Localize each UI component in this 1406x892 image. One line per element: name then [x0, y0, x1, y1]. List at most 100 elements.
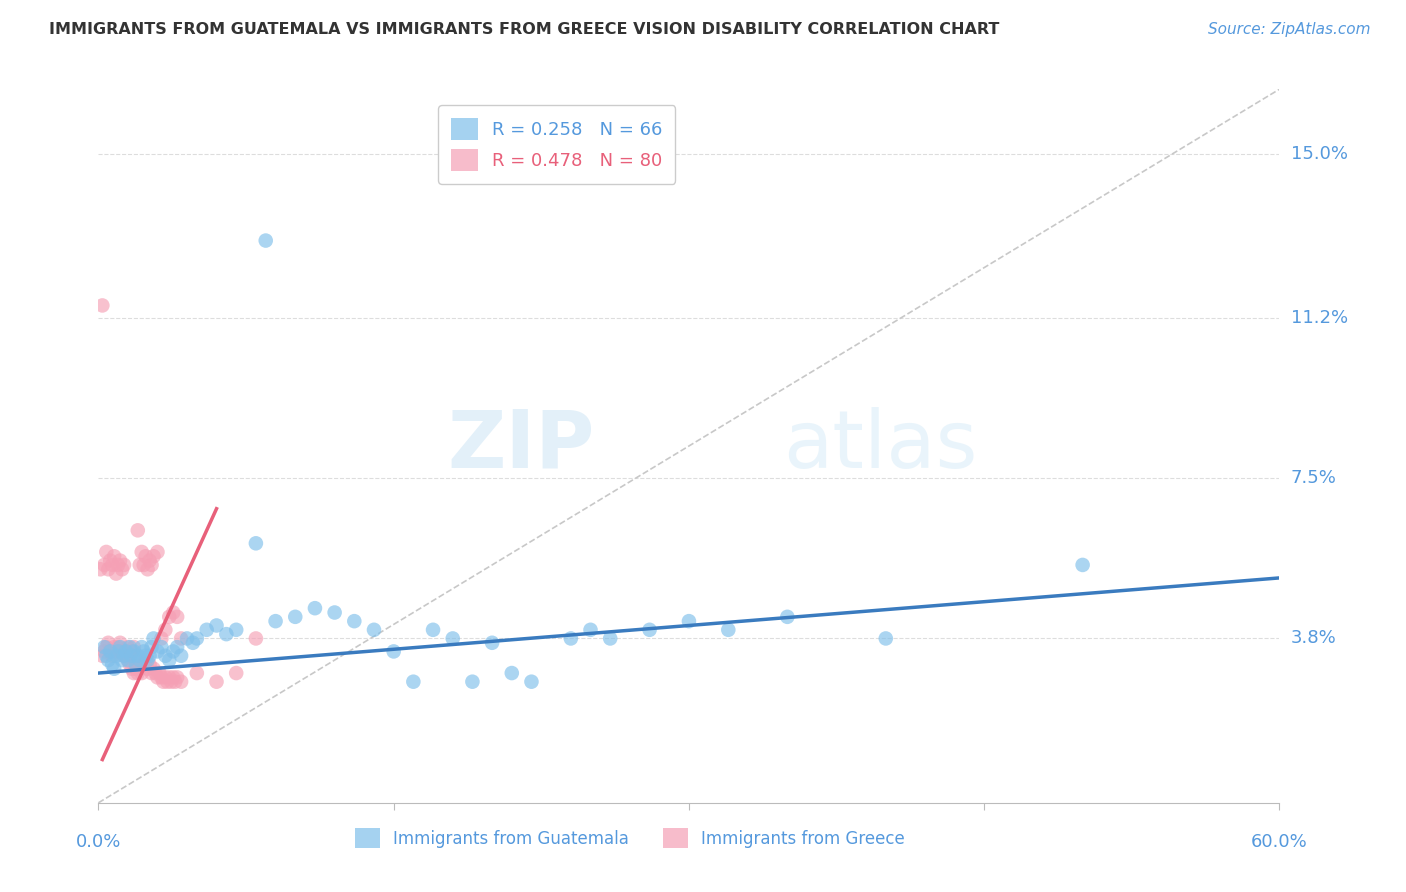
- Text: 3.8%: 3.8%: [1291, 630, 1336, 648]
- Point: [127, 666, 149, 681]
- Point: [98, 644, 121, 658]
- Point: [125, 648, 148, 663]
- Point: [108, 640, 131, 654]
- Point: [141, 666, 163, 681]
- Point: [323, 606, 346, 620]
- Point: [157, 670, 180, 684]
- Point: [579, 623, 602, 637]
- Point: [141, 640, 163, 654]
- Point: [115, 644, 138, 658]
- Point: [422, 623, 444, 637]
- Point: [98, 644, 121, 658]
- Point: [146, 644, 169, 658]
- Point: [225, 666, 247, 681]
- Point: [108, 553, 131, 567]
- Text: IMMIGRANTS FROM GUATEMALA VS IMMIGRANTS FROM GREECE VISION DISABILITY CORRELATIO: IMMIGRANTS FROM GUATEMALA VS IMMIGRANTS …: [49, 22, 1000, 37]
- Text: ZIP: ZIP: [447, 407, 595, 485]
- Point: [93, 644, 115, 658]
- Point: [166, 640, 188, 654]
- Point: [136, 653, 159, 667]
- Point: [122, 666, 145, 681]
- Point: [127, 648, 149, 663]
- Point: [363, 623, 385, 637]
- Point: [97, 562, 120, 576]
- Point: [138, 648, 160, 663]
- Point: [121, 644, 143, 658]
- Point: [501, 666, 523, 681]
- Point: [103, 662, 125, 676]
- Point: [156, 674, 179, 689]
- Point: [215, 627, 238, 641]
- Point: [112, 648, 135, 663]
- Point: [304, 601, 326, 615]
- Point: [155, 648, 177, 663]
- Legend: Immigrants from Guatemala, Immigrants from Greece: Immigrants from Guatemala, Immigrants fr…: [349, 822, 911, 855]
- Point: [101, 558, 124, 572]
- Point: [107, 558, 129, 572]
- Point: [245, 536, 267, 550]
- Point: [89, 562, 111, 576]
- Point: [125, 662, 148, 676]
- Point: [1071, 558, 1094, 572]
- Point: [111, 644, 134, 658]
- Point: [145, 666, 167, 681]
- Point: [117, 640, 139, 654]
- Point: [117, 653, 139, 667]
- Point: [146, 670, 169, 684]
- Point: [97, 653, 120, 667]
- Point: [402, 674, 425, 689]
- Point: [118, 657, 141, 672]
- Point: [638, 623, 661, 637]
- Point: [170, 632, 193, 646]
- Point: [93, 640, 115, 654]
- Point: [481, 636, 503, 650]
- Point: [132, 558, 155, 572]
- Point: [112, 648, 135, 663]
- Point: [103, 640, 125, 654]
- Point: [157, 610, 180, 624]
- Point: [127, 524, 149, 538]
- Text: 60.0%: 60.0%: [1251, 833, 1308, 851]
- Point: [176, 632, 198, 646]
- Point: [776, 610, 799, 624]
- Point: [186, 632, 208, 646]
- Point: [148, 666, 170, 681]
- Point: [166, 670, 188, 684]
- Point: [121, 662, 143, 676]
- Point: [142, 632, 165, 646]
- Point: [225, 623, 247, 637]
- Point: [678, 614, 700, 628]
- Point: [245, 632, 267, 646]
- Point: [122, 640, 145, 654]
- Point: [599, 632, 621, 646]
- Point: [135, 549, 157, 564]
- Point: [135, 653, 157, 667]
- Point: [117, 653, 139, 667]
- Text: Source: ZipAtlas.com: Source: ZipAtlas.com: [1208, 22, 1371, 37]
- Point: [520, 674, 543, 689]
- Point: [131, 640, 153, 654]
- Point: [162, 644, 184, 658]
- Point: [205, 618, 228, 632]
- Point: [186, 666, 208, 681]
- Point: [138, 553, 160, 567]
- Point: [111, 562, 134, 576]
- Point: [103, 549, 125, 564]
- Point: [135, 648, 157, 663]
- Point: [142, 549, 165, 564]
- Point: [98, 553, 121, 567]
- Point: [128, 662, 150, 676]
- Point: [875, 632, 897, 646]
- Point: [136, 662, 159, 676]
- Point: [115, 648, 138, 663]
- Point: [560, 632, 582, 646]
- Point: [170, 648, 193, 663]
- Point: [118, 640, 141, 654]
- Point: [118, 648, 141, 663]
- Point: [181, 636, 204, 650]
- Point: [105, 648, 128, 663]
- Point: [101, 657, 124, 672]
- Point: [96, 545, 118, 559]
- Point: [150, 670, 173, 684]
- Point: [382, 644, 405, 658]
